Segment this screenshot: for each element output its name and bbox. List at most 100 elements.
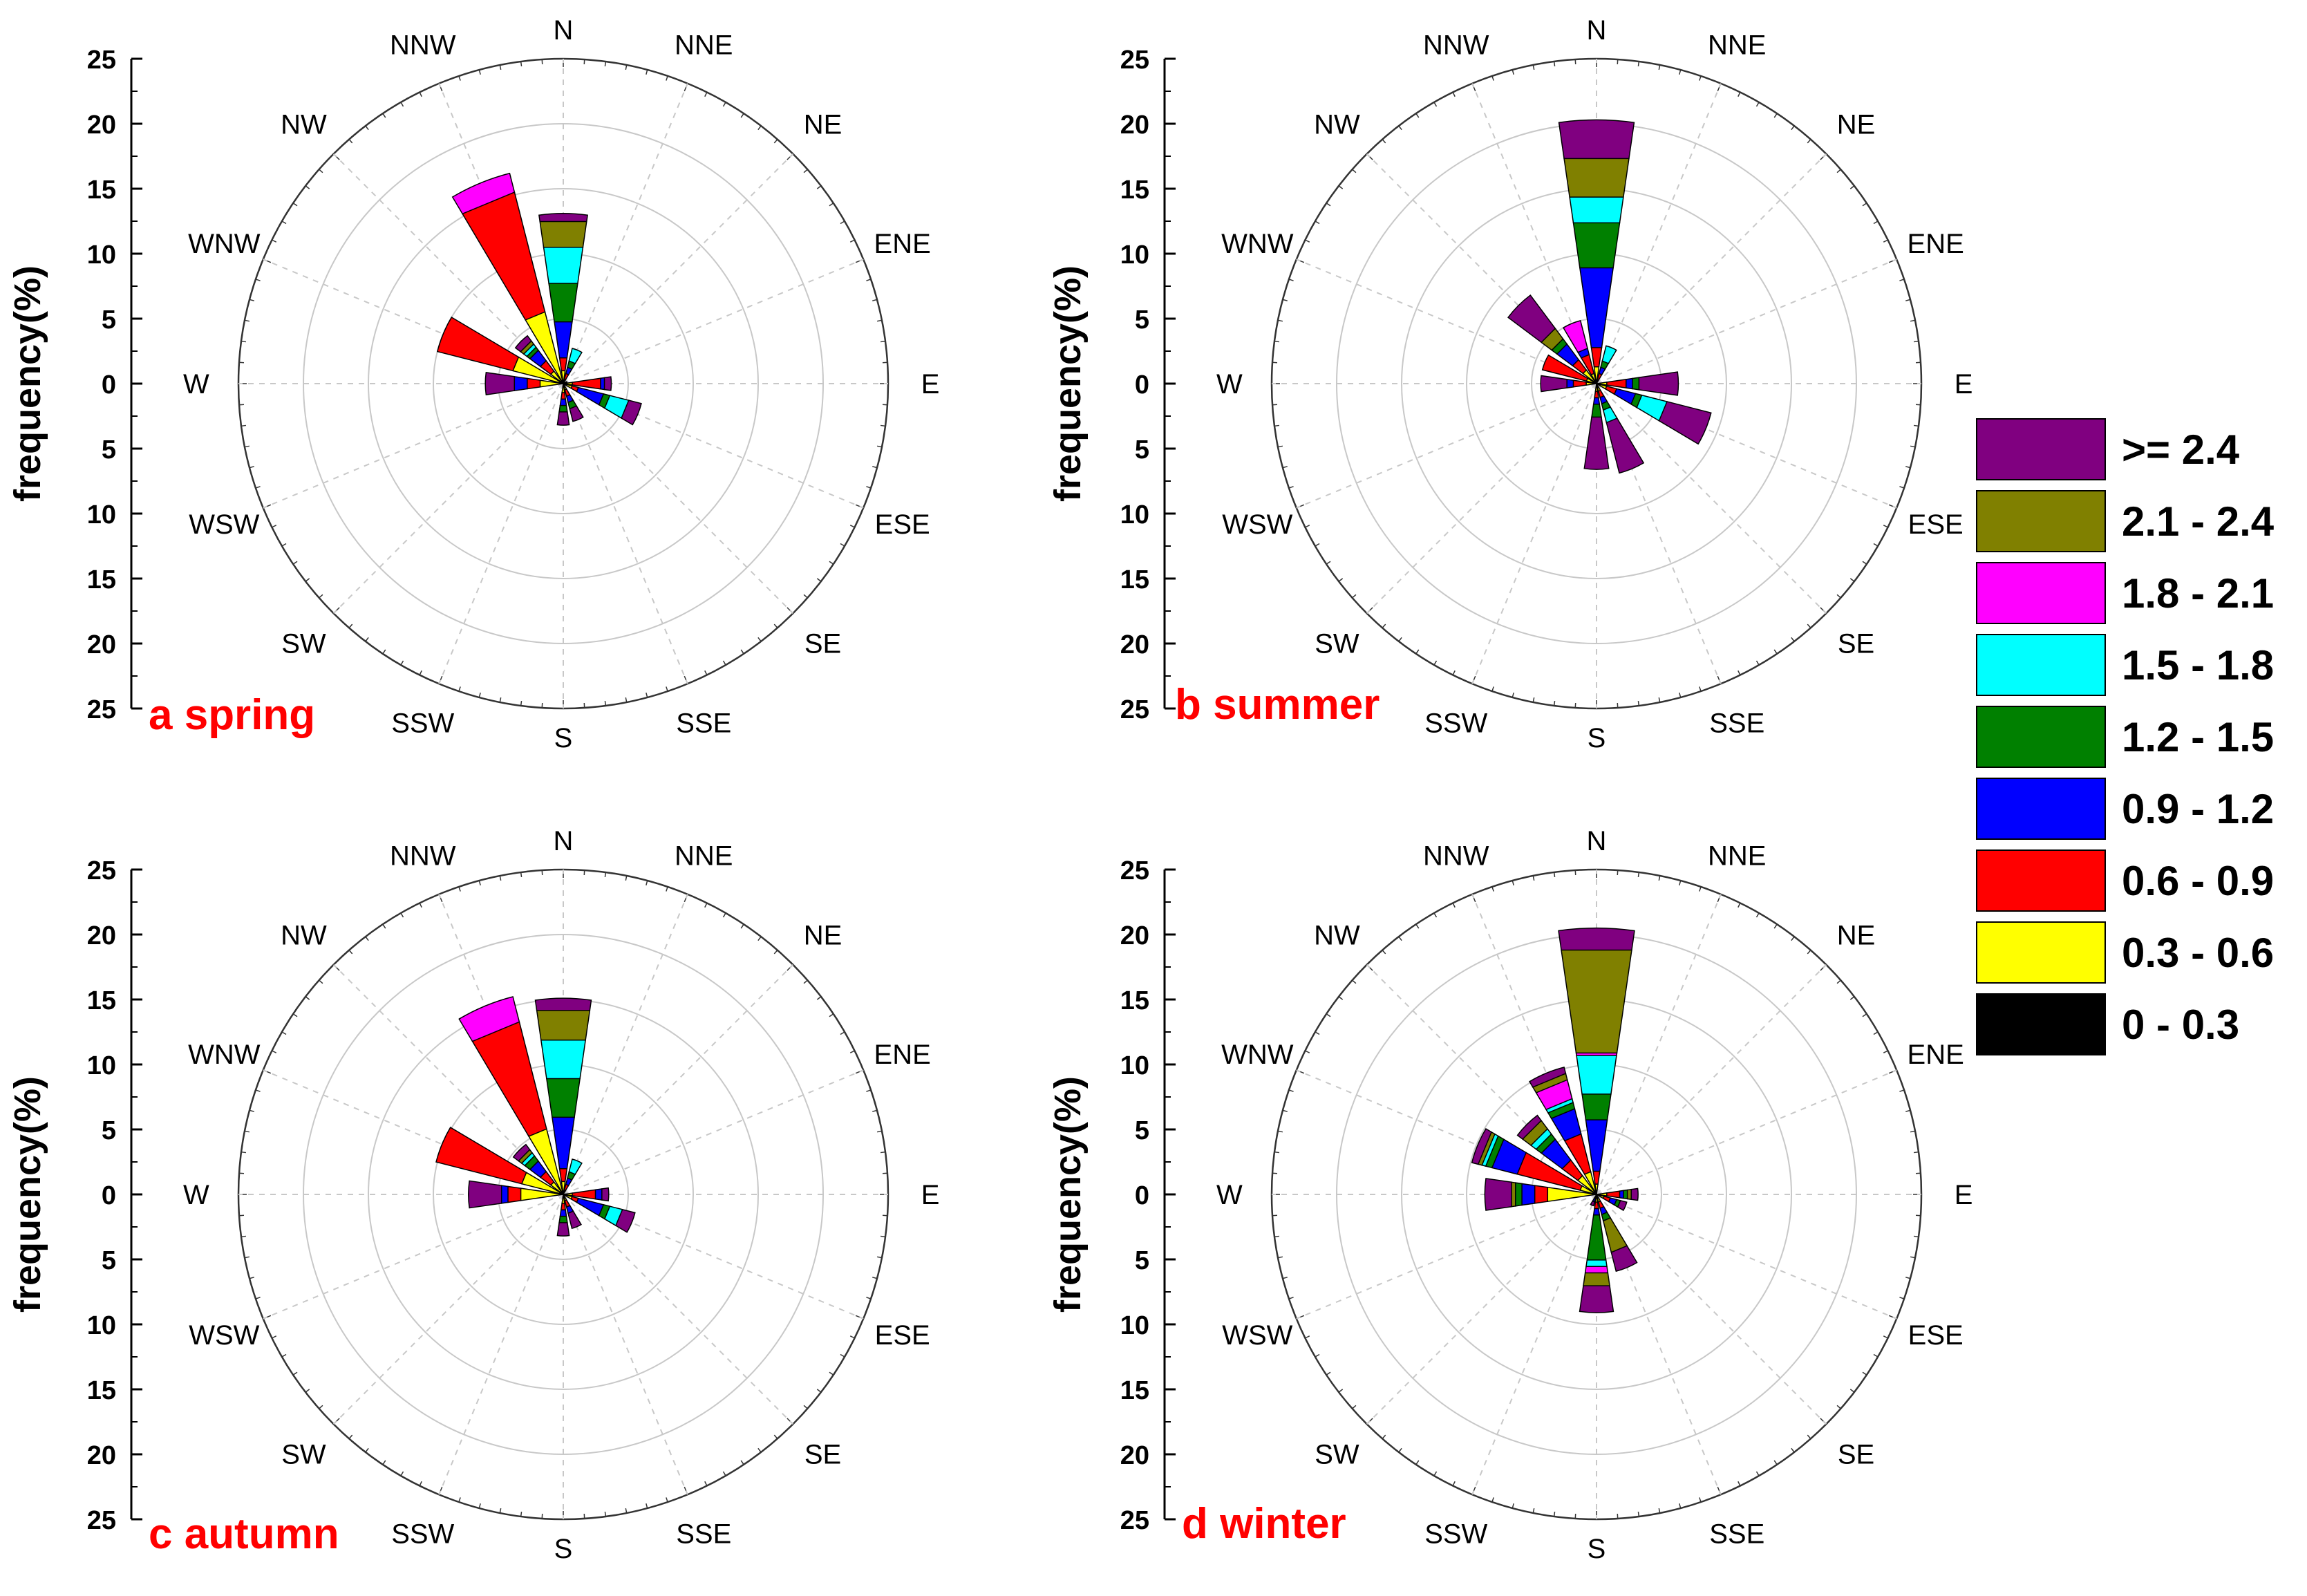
ring-tick bbox=[272, 239, 277, 243]
legend-item-0-0-3: 0 - 0.3 bbox=[1976, 993, 2239, 1055]
ring-tick bbox=[1491, 686, 1494, 692]
ring-tick bbox=[666, 886, 668, 892]
spoke-ene bbox=[563, 1069, 864, 1195]
ring-tick bbox=[1755, 1471, 1760, 1476]
ring-tick bbox=[1883, 239, 1888, 243]
ring-tick bbox=[849, 239, 855, 243]
ring-tick bbox=[872, 299, 878, 301]
ring-tick bbox=[1274, 340, 1280, 343]
wedge-s-bin-0-9-1-2 bbox=[1592, 1208, 1601, 1216]
ring-tick bbox=[319, 1405, 323, 1409]
ring-tick bbox=[666, 686, 668, 692]
legend-item-2-1-2-4: 2.1 - 2.4 bbox=[1976, 490, 2275, 552]
ring-tick bbox=[816, 185, 822, 189]
ring-tick bbox=[1532, 64, 1535, 71]
axis-tick-label: 10 bbox=[1120, 1311, 1149, 1340]
direction-label-se: SE bbox=[1838, 629, 1874, 659]
spoke-ene bbox=[1596, 1069, 1897, 1195]
spoke-sw bbox=[332, 1194, 564, 1425]
spoke-nnw bbox=[438, 83, 564, 384]
sector-ese bbox=[1596, 1194, 1628, 1212]
ring-tick bbox=[1305, 1335, 1310, 1339]
direction-label-e: E bbox=[921, 1180, 940, 1210]
ring-tick bbox=[281, 220, 287, 225]
ring-tick bbox=[1873, 220, 1878, 225]
spoke-ne bbox=[1596, 153, 1827, 384]
sector-nnw bbox=[1562, 320, 1597, 384]
wedge-nw-bin-2-4 bbox=[514, 335, 532, 353]
ring-tick bbox=[1491, 1497, 1494, 1503]
ring-tick bbox=[840, 1353, 845, 1358]
ring-tick bbox=[849, 1335, 855, 1339]
axis-tick-label: 10 bbox=[87, 1051, 116, 1080]
axis-tick-label: 15 bbox=[87, 565, 116, 594]
ring-tick bbox=[1553, 872, 1556, 878]
ring-tick bbox=[1491, 886, 1494, 892]
ring-tick bbox=[1277, 445, 1283, 448]
ring-tick bbox=[1338, 578, 1344, 582]
ring-tick bbox=[458, 686, 461, 692]
wedge-n-bin-1-5-1-8 bbox=[540, 1038, 587, 1080]
wedge-sse-bin-2-4 bbox=[1610, 1245, 1638, 1273]
legend-item-1-5-1-8: 1.5 - 1.8 bbox=[1976, 634, 2274, 696]
ring-tick bbox=[1282, 466, 1288, 469]
legend-swatch bbox=[1976, 634, 2106, 696]
ring-tick bbox=[829, 1013, 834, 1017]
sector-nnw bbox=[1529, 1067, 1597, 1195]
spoke-nne bbox=[563, 894, 688, 1195]
grid-ring bbox=[368, 188, 759, 579]
ring-tick bbox=[478, 69, 481, 75]
sector-nnw bbox=[458, 996, 564, 1195]
ring-tick bbox=[1849, 578, 1855, 582]
ring-tick bbox=[319, 594, 323, 599]
ring-tick bbox=[400, 102, 404, 107]
sector-n bbox=[538, 212, 588, 384]
ring-tick bbox=[1382, 139, 1386, 144]
legend-label: >= 2.4 bbox=[2122, 426, 2240, 473]
ring-tick bbox=[1433, 660, 1438, 666]
ring-tick bbox=[1338, 185, 1344, 189]
ring-tick bbox=[241, 1151, 247, 1154]
direction-label-wnw: WNW bbox=[1221, 1040, 1294, 1070]
direction-label-ene: ENE bbox=[874, 1040, 931, 1070]
wedge-wnw-bin-0-6-0-9 bbox=[435, 1127, 527, 1185]
ring-tick bbox=[1452, 1481, 1456, 1486]
ring-tick bbox=[1699, 75, 1702, 81]
ring-tick bbox=[1382, 1434, 1386, 1439]
ring-tick bbox=[704, 92, 708, 97]
legend-swatch bbox=[1976, 490, 2106, 552]
axis-tick-label: 0 bbox=[1135, 370, 1149, 400]
direction-label-ne: NE bbox=[1837, 109, 1876, 140]
speed-legend: >= 2.4 2.1 - 2.4 1.8 - 2.1 1.5 - 1.8 1.2 - 1… bbox=[1976, 418, 2275, 1055]
ring-tick bbox=[1755, 912, 1760, 918]
wedge-n-bin-2-1-2-4 bbox=[1563, 156, 1630, 198]
wedge-ese-bin-0-9-1-2 bbox=[576, 386, 605, 406]
ring-tick bbox=[400, 1471, 404, 1476]
spoke-wnw bbox=[263, 259, 564, 384]
ring-tick bbox=[382, 1460, 386, 1465]
direction-label-ne: NE bbox=[804, 920, 842, 950]
ring-tick bbox=[1326, 1371, 1331, 1376]
ring-tick bbox=[646, 1503, 648, 1509]
ring-tick bbox=[1326, 1013, 1331, 1017]
sector-w bbox=[484, 372, 564, 395]
ring-tick bbox=[1315, 1031, 1320, 1035]
legend-swatch bbox=[1976, 706, 2106, 768]
ring-tick bbox=[866, 486, 872, 489]
wedge-ese-bin-2-4 bbox=[615, 1208, 636, 1233]
legend-label: 1.5 - 1.8 bbox=[2122, 642, 2274, 688]
ring-tick bbox=[816, 996, 822, 1000]
sector-sse bbox=[1596, 383, 1645, 474]
ring-tick bbox=[1862, 561, 1867, 565]
ring-tick bbox=[722, 102, 726, 107]
wedge-n-bin-2-1-2-4 bbox=[536, 1008, 591, 1041]
axis-tick-label: 15 bbox=[1120, 176, 1149, 205]
spoke-se bbox=[563, 1194, 794, 1425]
ring-tick bbox=[1433, 912, 1438, 918]
spoke-ene bbox=[563, 259, 864, 384]
ring-tick bbox=[1305, 239, 1310, 243]
ring-tick bbox=[1326, 203, 1331, 207]
ring-tick bbox=[1905, 1277, 1911, 1279]
ring-tick bbox=[757, 637, 762, 642]
direction-label-sw: SW bbox=[281, 629, 326, 659]
